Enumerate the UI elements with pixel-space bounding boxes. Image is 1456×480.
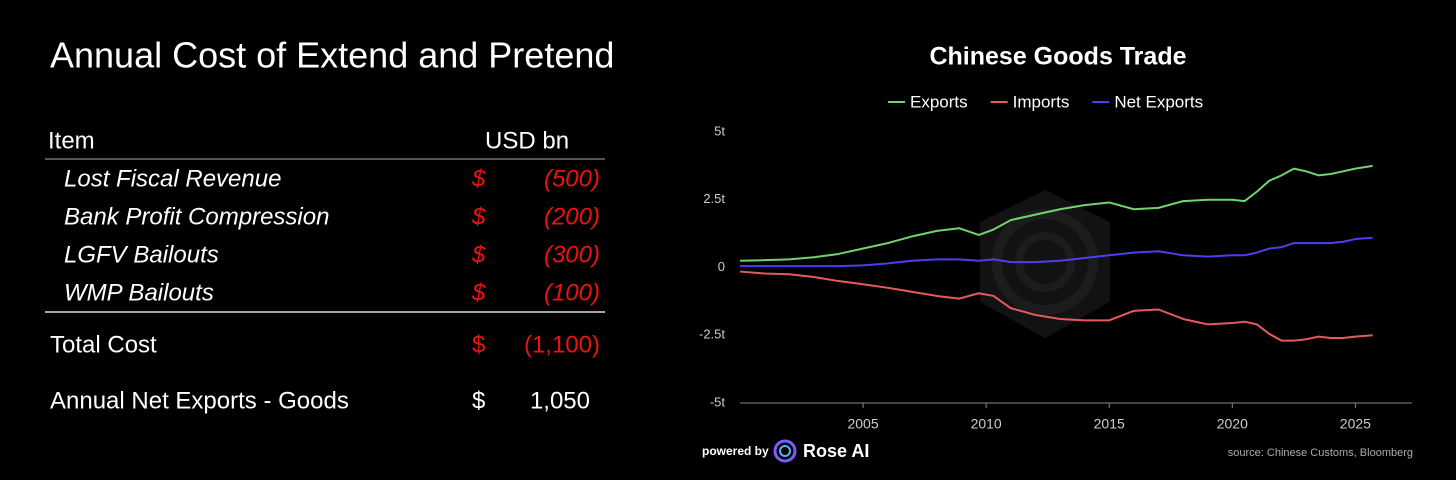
y-tick-label: 0 [718, 259, 725, 274]
net-exports-currency: $ [472, 387, 485, 414]
x-tick-label: 2010 [971, 416, 1002, 432]
series-line [739, 164, 1373, 262]
header-cell: USD bn [485, 127, 569, 154]
legend-label: Exports [910, 92, 968, 111]
brand-logo [773, 439, 797, 463]
table-title: Annual Cost of Extend and Pretend [50, 35, 614, 76]
currency-cell: $ [471, 203, 486, 230]
item-cell: WMP Bailouts [64, 279, 214, 306]
item-cell: LGFV Bailouts [64, 241, 219, 268]
powered-by: powered by [702, 444, 769, 458]
chart-title: Chinese Goods Trade [929, 43, 1186, 71]
value-cell: (200) [544, 203, 600, 230]
currency-cell: $ [471, 165, 486, 192]
series-line [740, 236, 1373, 268]
value-cell: (100) [544, 279, 600, 306]
x-tick-label: 2005 [847, 416, 878, 432]
total-label: Total Cost [50, 331, 157, 358]
total-value: (1,100) [524, 331, 600, 358]
net-exports-value: 1,050 [530, 387, 590, 414]
legend-label: Net Exports [1114, 92, 1203, 111]
total-currency: $ [472, 331, 485, 358]
watermark [980, 190, 1110, 338]
y-tick-label: 5t [714, 123, 725, 138]
item-cell: Lost Fiscal Revenue [64, 165, 281, 192]
x-tick-label: 2015 [1094, 416, 1125, 432]
y-tick-label: 2.5t [703, 191, 725, 206]
currency-cell: $ [471, 279, 486, 306]
item-cell: Bank Profit Compression [64, 203, 329, 230]
y-tick-label: -2.5t [699, 327, 725, 342]
source: source: Chinese Customs, Bloomberg [1228, 447, 1413, 459]
currency-cell: $ [471, 241, 486, 268]
x-tick-label: 2025 [1340, 416, 1371, 432]
series-line [739, 270, 1373, 342]
header-cell: Item [48, 127, 95, 154]
legend-label: Imports [1013, 92, 1070, 111]
brand: Rose AI [803, 441, 869, 461]
value-cell: (500) [544, 165, 600, 192]
y-tick-label: -5t [710, 394, 726, 409]
value-cell: (300) [544, 241, 600, 268]
net-exports-label: Annual Net Exports - Goods [50, 387, 349, 414]
x-tick-label: 2020 [1217, 416, 1248, 432]
